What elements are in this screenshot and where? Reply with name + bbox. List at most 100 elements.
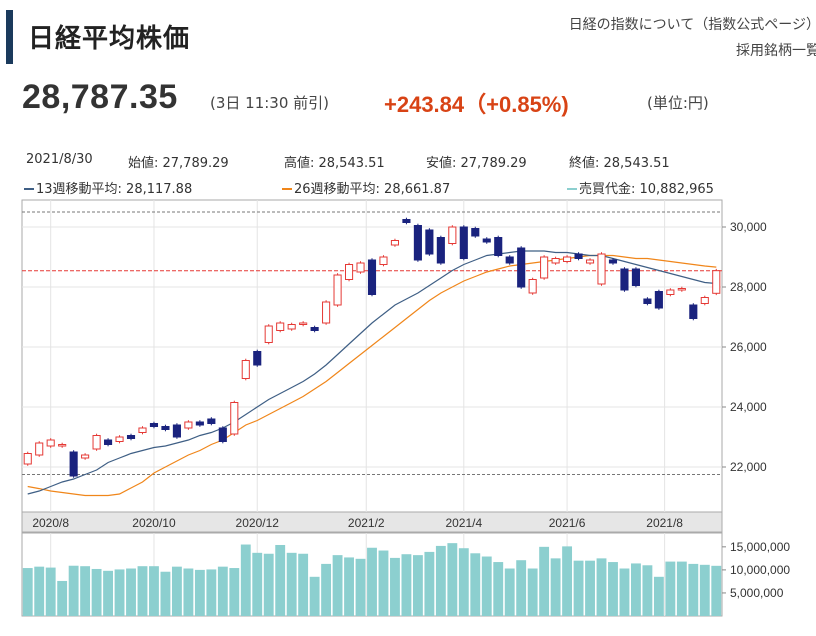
volume-bar [435,545,446,616]
volume-bar [642,565,653,616]
volume-bar [504,568,515,616]
legend-ma13: 13週移動平均: 28,117.88 [24,178,192,197]
candle-up [23,453,32,465]
candle-up [540,256,549,279]
candle-up [184,421,193,429]
candle-up [58,444,67,447]
volume-bar [80,566,91,616]
candle-up [666,289,675,295]
volume-bar [240,544,251,616]
volume-bar [688,563,699,616]
volume-bar [412,555,423,616]
index-info-link[interactable]: 日経の指数について（指数公式ページ） [568,17,816,33]
volume-bar [390,557,400,616]
volume-bar [378,550,389,616]
candle-up [241,360,250,379]
volume-bar [344,557,354,616]
volume-bar [539,546,550,616]
volume-bar [137,566,148,616]
volume-bar [332,555,343,616]
volume-bar [275,544,286,616]
volume-bar [183,568,194,616]
candle-up [563,256,572,262]
candle-up [551,258,560,264]
candle-up [344,264,354,280]
candle-down [482,238,491,243]
constituents-link[interactable]: 採用銘柄一覧 [736,43,816,59]
candle-down [643,298,652,304]
candle-down [620,268,629,291]
candle-down [631,268,640,286]
volume-bar [653,576,664,616]
volume-bar [206,569,217,616]
candle-down [608,259,618,264]
volume-bar [401,554,412,616]
candle-up [356,262,365,273]
volume-bar [57,580,68,616]
legend-ma26: 26週移動平均: 28,661.87 [282,178,450,197]
candle-down [574,253,583,259]
volume-bar [608,562,618,616]
candle-up [287,324,296,330]
volume-bar [229,568,240,616]
candle-up [585,259,595,264]
candle-up [677,288,686,291]
candle-down [195,421,204,426]
candle-down [689,304,698,319]
candle-up [379,256,388,265]
price-change: +243.84（+0.85%) [384,92,569,117]
volume-bar [126,568,136,616]
volume-bar [699,564,710,616]
volume-bar [321,563,332,616]
volume-tick-label: 10,000,000 [730,563,790,577]
candle-up [276,322,285,331]
volume-bar [22,568,33,616]
volume-bar [447,543,458,616]
x-tick-label: 2021/8 [646,516,683,530]
candle-down [505,256,514,264]
title-accent-bar [6,10,13,64]
candle-down [69,451,78,477]
candle-down [654,291,663,309]
volume-bar [711,565,722,616]
candle-down [172,424,181,438]
candle-down [253,351,262,366]
x-tick-label: 2021/2 [348,516,385,530]
candle-up [322,301,331,324]
volume-tick-label: 15,000,000 [730,540,790,554]
candle-up [700,297,709,304]
candle-down [161,426,170,430]
volume-bar [103,570,113,616]
volume-bar [470,553,481,616]
y-tick-label: 26,000 [730,340,767,354]
stock-chart: 2020/8 2020/10 2020/12 2021/2 2021/4 2021/6 20… [21,199,790,617]
candle-up [528,279,537,294]
volume-bar [252,552,263,616]
volume-bar [263,553,274,616]
volume-bar [68,565,79,616]
candle-up [712,270,721,294]
volume-bar [286,552,297,616]
candle-down [367,259,377,295]
volume-bar [676,561,687,616]
candle-down [459,226,468,259]
legend-volume-label: 売買代金: 10,882,965 [579,182,714,197]
volume-tick-label: 5,000,000 [730,586,784,600]
candle-up [35,442,44,456]
volume-bar [665,561,676,616]
y-tick-label: 22,000 [730,460,767,474]
volume-bar [34,566,45,616]
volume-bar [585,560,595,616]
candle-down [310,327,319,331]
x-tick-label: 2021/4 [445,516,482,530]
legend-ma26-label: 26週移動平均: 28,661.87 [294,182,451,197]
volume-bar [45,567,56,616]
volume-bar [550,558,561,616]
candle-down [402,219,411,223]
candle-down [425,229,434,255]
x-tick-label: 2021/6 [549,516,586,530]
price-unit: (単位:円) [647,94,709,112]
volume-bar [562,546,573,616]
volume-bar [355,558,366,616]
candle-up [46,439,55,447]
